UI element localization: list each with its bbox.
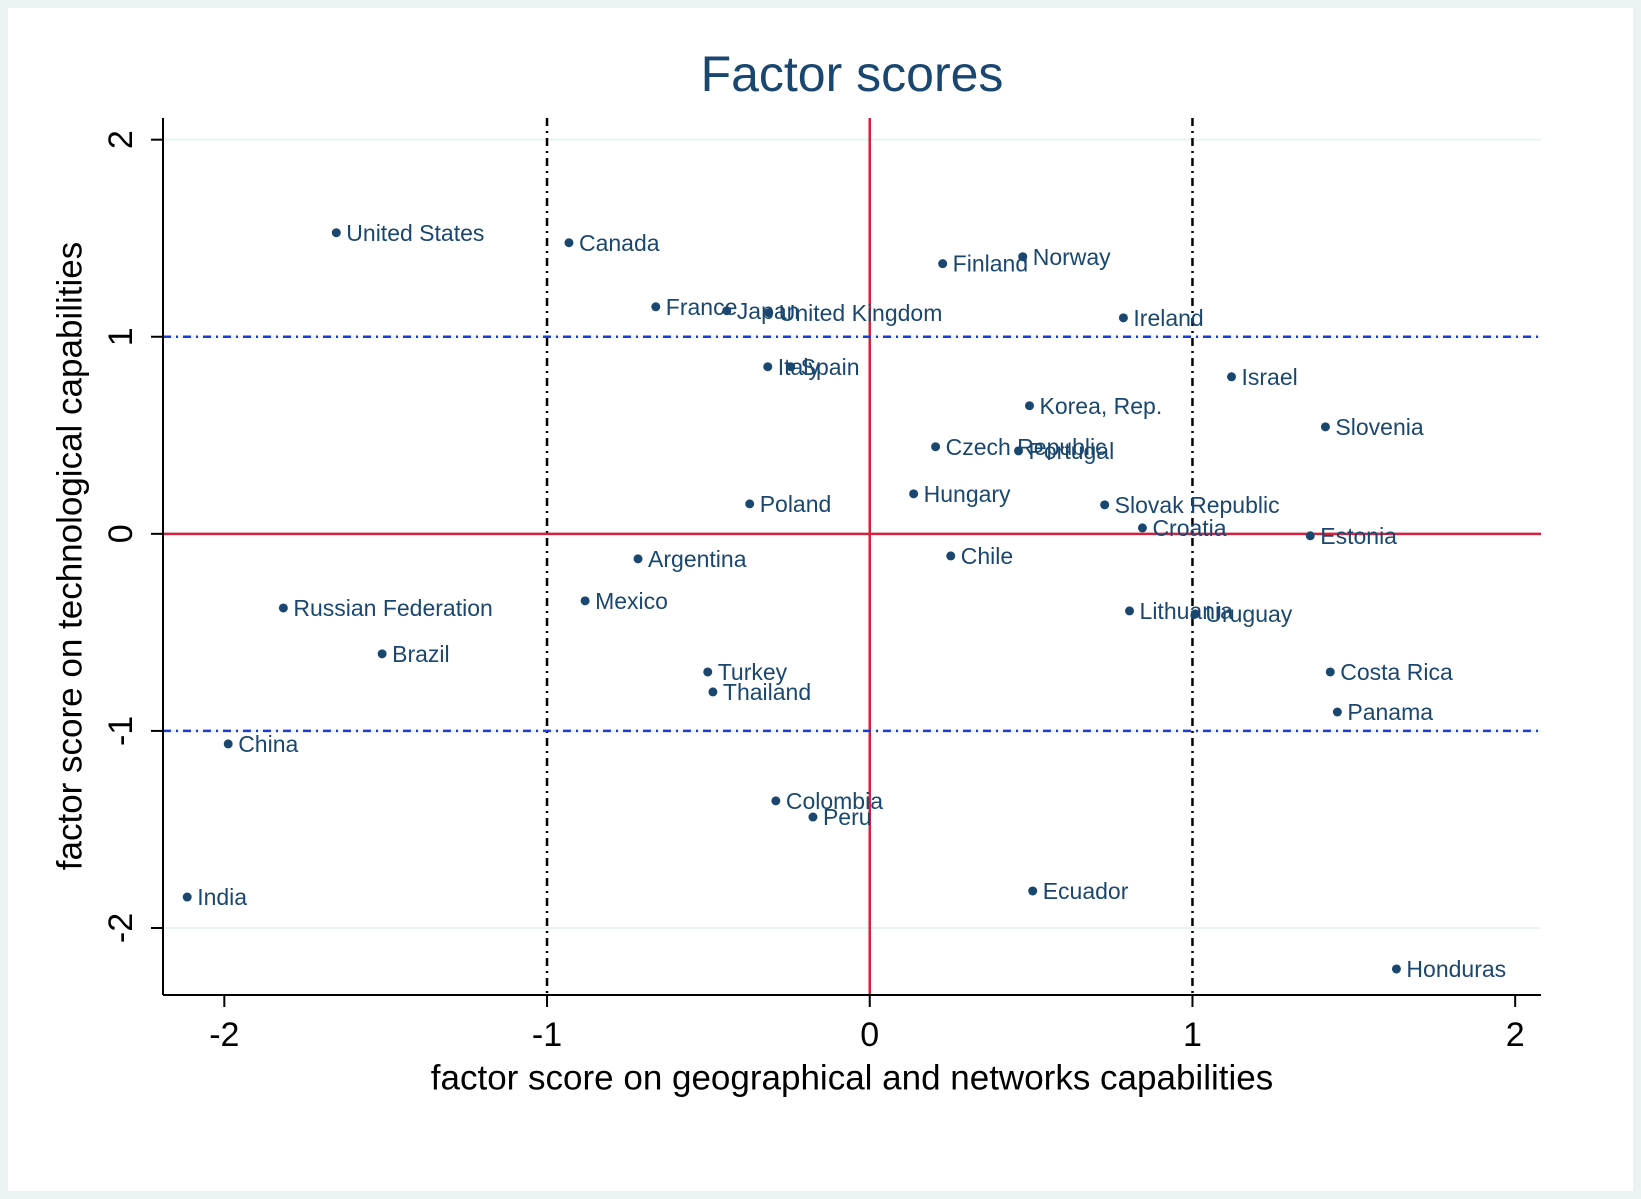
point-label: Canada xyxy=(579,230,660,256)
point xyxy=(564,238,574,248)
point-label: Panama xyxy=(1347,699,1433,725)
point-label: Ireland xyxy=(1133,305,1203,331)
point-label: Costa Rica xyxy=(1340,659,1453,685)
point-label: Turkey xyxy=(718,659,788,685)
y-tick-label: -1 xyxy=(102,716,140,746)
point xyxy=(703,667,713,677)
point-label: Spain xyxy=(801,354,860,380)
point xyxy=(1024,401,1034,411)
point-label: Hungary xyxy=(924,481,1011,507)
point-label: Czech Republic xyxy=(946,434,1107,460)
y-tick-label: 1 xyxy=(102,327,140,346)
point xyxy=(938,259,948,269)
point-label: Thailand xyxy=(723,679,811,705)
point xyxy=(1125,606,1135,616)
y-axis-label: factor score on technological capabiliti… xyxy=(50,242,89,870)
point xyxy=(1305,531,1315,541)
point-label: Uruguay xyxy=(1205,601,1292,627)
plot-background xyxy=(8,8,1633,1191)
point xyxy=(745,499,755,509)
point xyxy=(331,228,341,238)
point xyxy=(764,308,774,318)
point-label: Portugal xyxy=(1029,438,1115,464)
point xyxy=(1014,446,1024,456)
point-label: Croatia xyxy=(1152,515,1226,541)
point-label: Slovak Republic xyxy=(1115,492,1280,518)
point-label: Italy xyxy=(778,354,821,380)
y-tick-label: 0 xyxy=(102,524,140,543)
x-tick-label: 0 xyxy=(860,1016,879,1054)
point-label: Slovenia xyxy=(1335,414,1423,440)
point xyxy=(1190,609,1200,619)
point xyxy=(1018,252,1028,262)
point xyxy=(708,687,718,697)
point-label: Norway xyxy=(1033,244,1111,270)
point xyxy=(1320,422,1330,432)
point xyxy=(223,739,233,749)
point xyxy=(1325,667,1335,677)
point-label: Colombia xyxy=(786,788,883,814)
point-label: Poland xyxy=(760,491,832,517)
point xyxy=(633,554,643,564)
x-tick-label: -1 xyxy=(532,1016,562,1054)
point-label: China xyxy=(238,731,298,757)
y-tick-label: 2 xyxy=(102,130,140,149)
point xyxy=(946,551,956,561)
point xyxy=(377,649,387,659)
point-label: Brazil xyxy=(392,641,450,667)
x-axis-label: factor score on geographical and network… xyxy=(431,1058,1273,1097)
point-label: Honduras xyxy=(1406,956,1506,982)
point xyxy=(771,796,781,806)
point xyxy=(580,596,590,606)
point-label: United Kingdom xyxy=(779,300,943,326)
point-label: Finland xyxy=(953,251,1028,277)
point xyxy=(786,362,796,372)
chart-title: Factor scores xyxy=(701,46,1004,102)
point xyxy=(1391,964,1401,974)
point xyxy=(182,892,192,902)
point-label: Argentina xyxy=(648,546,747,572)
x-tick-label: 2 xyxy=(1506,1016,1525,1054)
x-tick-label: -2 xyxy=(209,1016,239,1054)
point-label: Chile xyxy=(961,543,1013,569)
point xyxy=(1118,313,1128,323)
point xyxy=(722,306,732,316)
point xyxy=(1028,886,1038,896)
x-tick-label: 1 xyxy=(1183,1016,1202,1054)
point-label: Lithuania xyxy=(1140,598,1234,624)
point xyxy=(931,442,941,452)
point-label: Estonia xyxy=(1320,523,1397,549)
point xyxy=(808,812,818,822)
point xyxy=(1332,707,1342,717)
point xyxy=(278,603,288,613)
point xyxy=(763,362,773,372)
point-label: Israel xyxy=(1242,364,1298,390)
point xyxy=(1100,500,1110,510)
point-label: Mexico xyxy=(595,588,668,614)
point xyxy=(651,302,661,312)
point xyxy=(1227,372,1237,382)
point xyxy=(909,489,919,499)
y-tick-label: -2 xyxy=(102,913,140,943)
point-label: India xyxy=(197,884,247,910)
point-label: Ecuador xyxy=(1043,878,1129,904)
point-label: Korea, Rep. xyxy=(1039,393,1162,419)
point-label: United States xyxy=(346,220,484,246)
point xyxy=(1137,523,1147,533)
point-label: Peru xyxy=(823,804,872,830)
point-label: Russian Federation xyxy=(293,595,492,621)
